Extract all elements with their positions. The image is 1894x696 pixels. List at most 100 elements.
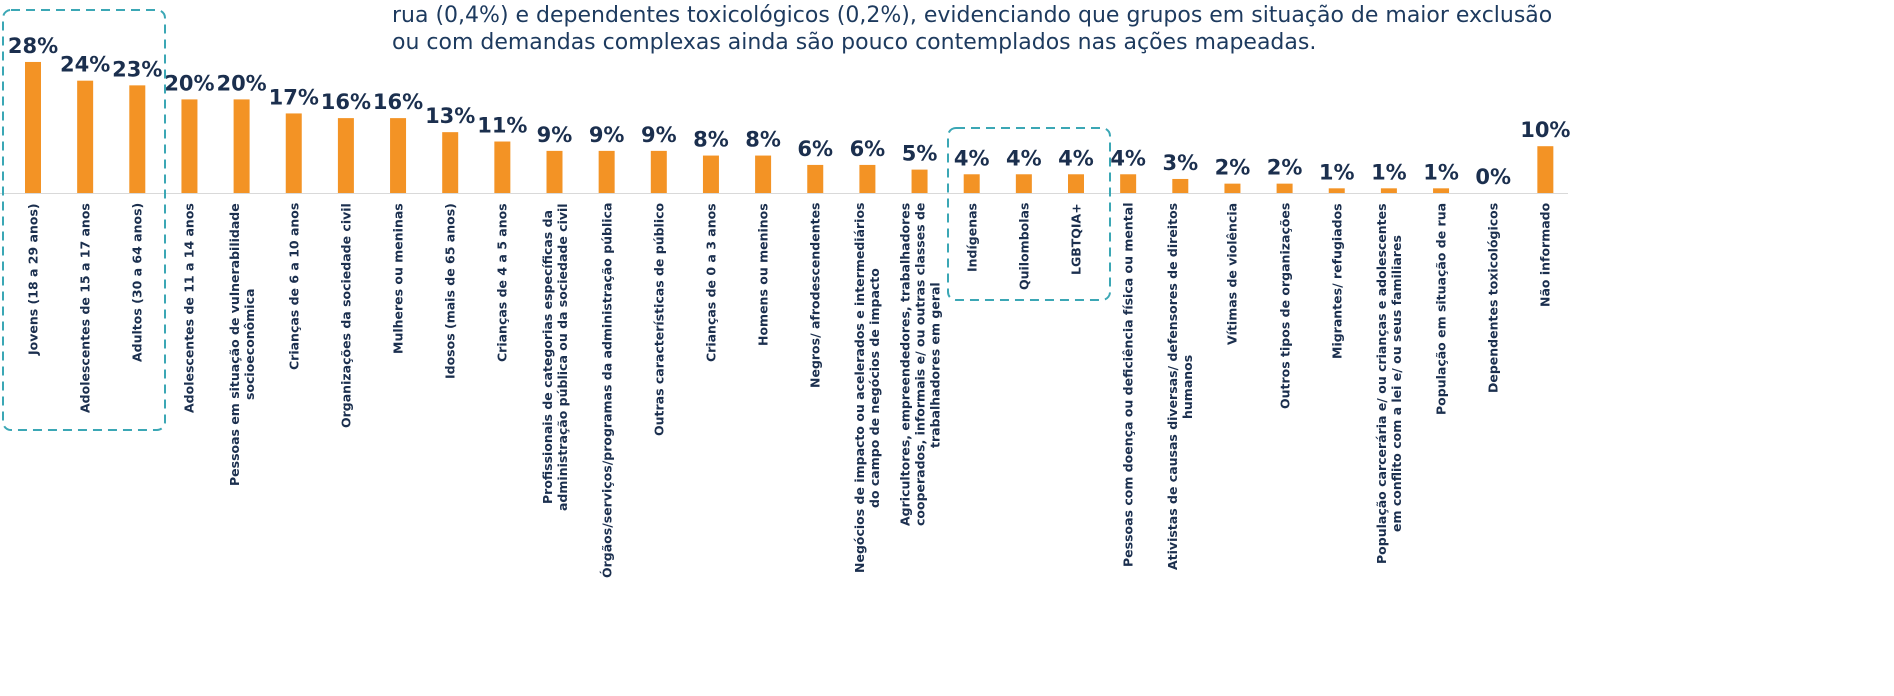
category-label-box: LGBTQIA+ bbox=[1069, 203, 1084, 583]
category-label: População carcerária e/ ou crianças e ad… bbox=[1373, 203, 1404, 564]
value-label: 4% bbox=[954, 146, 990, 170]
bar bbox=[755, 155, 772, 193]
category-label: Outros tipos de organizações bbox=[1277, 203, 1293, 410]
bar bbox=[181, 99, 198, 193]
category-label-box: Pessoas com doença ou deficiência física… bbox=[1121, 203, 1136, 583]
value-label: 23% bbox=[112, 57, 162, 81]
category-label: Agricultores, empreendedores, trabalhado… bbox=[897, 203, 943, 527]
category-label-box: Indígenas bbox=[964, 203, 979, 583]
category-label-box: Ativistas de causas diversas/ defensores… bbox=[1165, 203, 1195, 583]
value-label: 16% bbox=[321, 90, 371, 114]
category-label-box: Profissionais de categorias específicas … bbox=[540, 203, 570, 583]
value-label: 1% bbox=[1423, 160, 1459, 184]
category-label-box: Adultos (30 a 64 anos) bbox=[130, 203, 145, 583]
value-label: 28% bbox=[8, 34, 58, 58]
bar bbox=[77, 80, 94, 193]
category-label-box: Outros tipos de organizações bbox=[1277, 203, 1292, 583]
value-label: 9% bbox=[641, 123, 677, 147]
value-label: 13% bbox=[425, 104, 475, 128]
category-label-box: Dependentes toxicológicos bbox=[1486, 203, 1501, 583]
bar bbox=[1433, 188, 1450, 193]
category-label: Crianças de 4 a 5 anos bbox=[494, 203, 510, 362]
bar bbox=[702, 155, 719, 193]
category-label: Ativistas de causas diversas/ defensores… bbox=[1165, 203, 1196, 571]
category-label: Negros/ afrodescendentes bbox=[807, 203, 823, 389]
category-label-box: População carcerária e/ ou crianças e ad… bbox=[1374, 203, 1404, 583]
bar bbox=[1224, 183, 1241, 193]
bar bbox=[650, 150, 667, 193]
intro-text: rua (0,4%) e dependentes toxicológicos (… bbox=[392, 2, 1552, 56]
value-label: 4% bbox=[1006, 146, 1042, 170]
highlight-box bbox=[2, 9, 166, 431]
category-label-box: Crianças de 4 a 5 anos bbox=[495, 203, 510, 583]
value-label: 2% bbox=[1267, 156, 1303, 180]
value-label: 2% bbox=[1215, 156, 1251, 180]
text-line: rua (0,4%) e dependentes toxicológicos (… bbox=[392, 3, 1553, 28]
category-label: Pessoas com doença ou deficiência física… bbox=[1120, 203, 1136, 568]
category-label: Crianças de 6 a 10 anos bbox=[286, 203, 302, 371]
category-label-box: Agricultores, empreendedores, trabalhado… bbox=[897, 203, 942, 583]
value-label: 11% bbox=[477, 114, 527, 138]
value-label: 0% bbox=[1475, 165, 1511, 189]
bar bbox=[233, 99, 250, 193]
value-label: 16% bbox=[373, 90, 423, 114]
value-label: 4% bbox=[1110, 146, 1146, 170]
bar bbox=[1537, 146, 1554, 193]
bar bbox=[494, 141, 511, 193]
category-label: Organizações da sociedade civil bbox=[338, 203, 354, 428]
value-label: 20% bbox=[216, 71, 266, 95]
value-label: 20% bbox=[164, 71, 214, 95]
category-label: Adultos (30 a 64 anos) bbox=[129, 203, 145, 363]
category-label-box: Órgãos/serviços/programas da administraç… bbox=[599, 203, 614, 583]
category-label-box: Crianças de 6 a 10 anos bbox=[286, 203, 301, 583]
category-label-box: Homens ou meninos bbox=[756, 203, 771, 583]
bar bbox=[1068, 174, 1084, 193]
value-label: 3% bbox=[1162, 151, 1198, 175]
category-label-box: Pessoas em situação de vulnerabilidade s… bbox=[227, 203, 257, 583]
category-label-box: Idosos (mais de 65 anos) bbox=[443, 203, 458, 583]
category-label-box: Mulheres ou meninas bbox=[391, 203, 406, 583]
bar bbox=[442, 132, 459, 193]
bar bbox=[390, 118, 407, 193]
category-label: Indígenas bbox=[964, 203, 980, 272]
category-label: Adolescentes de 15 a 17 anos bbox=[77, 203, 93, 413]
category-label: Negócios de impacto ou acelerados e inte… bbox=[852, 203, 883, 574]
bar bbox=[129, 85, 146, 193]
value-label: 8% bbox=[745, 128, 781, 152]
value-label: 6% bbox=[850, 137, 886, 161]
bar bbox=[337, 118, 354, 193]
bar bbox=[859, 164, 876, 193]
category-label: Outras características de público bbox=[651, 203, 667, 437]
category-label-box: Outras características de público bbox=[651, 203, 666, 583]
bar bbox=[963, 174, 980, 193]
value-label: 9% bbox=[537, 123, 573, 147]
category-label: Adolescentes de 11 a 14 anos bbox=[181, 203, 197, 413]
bar bbox=[598, 150, 615, 193]
value-label: 10% bbox=[1520, 118, 1570, 142]
category-label: População em situação de rua bbox=[1433, 203, 1449, 416]
bar bbox=[911, 169, 928, 193]
bar bbox=[1172, 178, 1189, 193]
category-label-box: Não informado bbox=[1538, 203, 1553, 583]
value-label: 5% bbox=[902, 142, 938, 166]
category-label-box: Crianças de 0 a 3 anos bbox=[703, 203, 718, 583]
category-label-box: Vítimas de violência bbox=[1225, 203, 1240, 583]
category-label-box: Adolescentes de 11 a 14 anos bbox=[182, 203, 197, 583]
bar bbox=[1015, 174, 1032, 193]
category-label: Crianças de 0 a 3 anos bbox=[703, 203, 719, 362]
category-label: Migrantes/ refugiados bbox=[1329, 203, 1345, 359]
value-label: 24% bbox=[60, 53, 110, 77]
category-label-box: Organizações da sociedade civil bbox=[338, 203, 353, 583]
category-label-box: Adolescentes de 15 a 17 anos bbox=[78, 203, 93, 583]
value-label: 17% bbox=[269, 85, 319, 109]
bar bbox=[25, 61, 41, 194]
bar bbox=[546, 150, 563, 193]
value-label: 9% bbox=[589, 123, 625, 147]
category-label-box: Negros/ afrodescendentes bbox=[808, 203, 823, 583]
value-label: 4% bbox=[1058, 146, 1094, 170]
category-label-box: Jovens (18 a 29 anos) bbox=[26, 203, 41, 583]
bar bbox=[285, 113, 302, 193]
value-label: 1% bbox=[1371, 160, 1407, 184]
category-label-box: Quilombolas bbox=[1016, 203, 1031, 583]
value-label: 1% bbox=[1319, 160, 1355, 184]
